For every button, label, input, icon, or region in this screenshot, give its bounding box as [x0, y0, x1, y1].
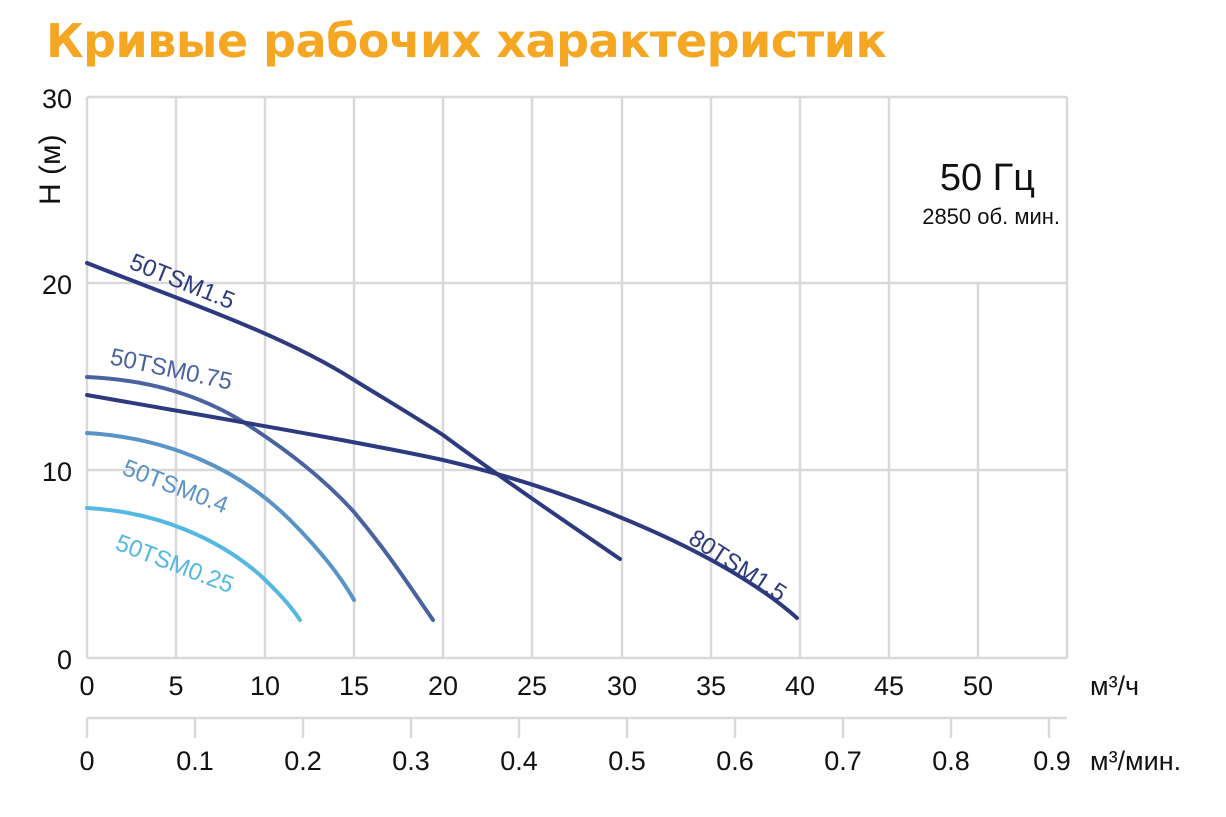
label-50TSM0.75: 50TSM0.75	[108, 343, 235, 395]
page-title: Кривые рабочих характеристик	[46, 14, 887, 68]
x-tick: 40	[785, 671, 815, 701]
x2-axis-unit: м³/мин.	[1090, 746, 1181, 776]
x-axis-ticks: 0 5 10 15 20 25 30 35 40 45 50	[79, 671, 993, 701]
curve-50TSM0.25	[85, 506, 302, 622]
x2-tick: 0.2	[284, 746, 322, 776]
x-axis-unit: м³/ч	[1090, 671, 1139, 701]
x-tick: 30	[607, 671, 637, 701]
x-tick: 50	[963, 671, 993, 701]
y-tick: 10	[42, 457, 72, 487]
x-tick: 10	[250, 671, 280, 701]
x-tick: 0	[79, 671, 94, 701]
x2-tick: 0.5	[608, 746, 646, 776]
x2-tick: 0.8	[932, 746, 970, 776]
x-tick: 35	[696, 671, 726, 701]
x-tick: 15	[339, 671, 369, 701]
x2-tick: 0.3	[392, 746, 430, 776]
x-tick: 25	[517, 671, 547, 701]
secondary-x-axis	[85, 716, 1067, 738]
y-tick: 0	[57, 645, 72, 675]
curve-50TSM1.5	[85, 261, 622, 561]
grid	[85, 95, 1069, 660]
y-axis-ticks: 30 20 10 0	[42, 84, 72, 675]
curve-50TSM0.4	[85, 431, 356, 602]
x-tick: 20	[428, 671, 458, 701]
frequency-label: 50 Гц	[940, 157, 1035, 199]
x2-axis-ticks: 0 0.1 0.2 0.3 0.4 0.5 0.6 0.7 0.8 0.9	[79, 746, 1070, 776]
x-tick: 45	[874, 671, 904, 701]
y-tick: 20	[42, 270, 72, 300]
label-80TSM1.5: 80TSM1.5	[684, 524, 792, 607]
x2-tick: 0.7	[824, 746, 862, 776]
curve-80TSM1.5	[85, 393, 799, 620]
y-tick: 30	[42, 84, 72, 114]
x-tick: 5	[168, 671, 183, 701]
x2-tick: 0.4	[500, 746, 538, 776]
curve-50TSM0.75	[85, 375, 435, 622]
x2-tick: 0.1	[176, 746, 214, 776]
label-50TSM0.25: 50TSM0.25	[112, 529, 238, 599]
x2-tick: 0.9	[1033, 746, 1071, 776]
x2-tick: 0.6	[716, 746, 754, 776]
speed-label: 2850 об. мин.	[922, 204, 1060, 229]
y-axis-label: H (м)	[34, 134, 67, 205]
x2-tick: 0	[79, 746, 94, 776]
